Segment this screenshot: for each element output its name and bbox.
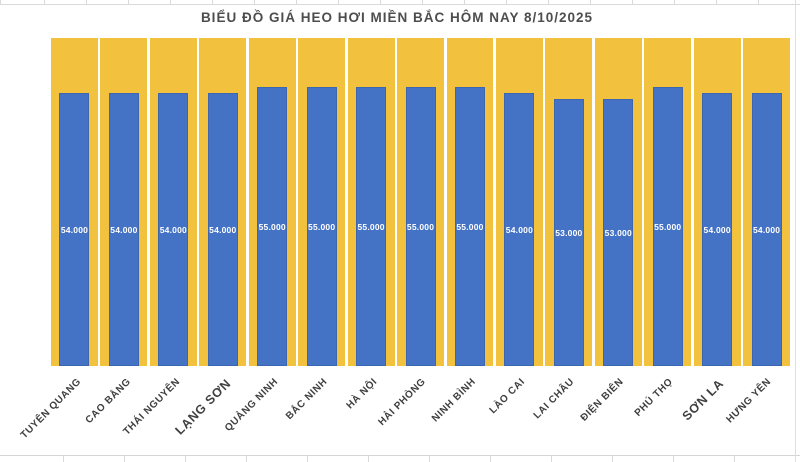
background-column: 54.000 — [693, 38, 741, 366]
value-label: 55.000 — [456, 221, 484, 232]
category-label: LÀO CAI — [487, 376, 528, 417]
value-bar: 55.000 — [652, 87, 683, 366]
category-label: LAI CHÂU — [531, 376, 577, 422]
value-label: 54.000 — [703, 224, 731, 235]
value-label: 54.000 — [60, 224, 89, 235]
value-bar: 55.000 — [454, 87, 485, 366]
value-bar: 54.000 — [751, 93, 782, 366]
value-label: 55.000 — [258, 221, 286, 232]
chart-canvas: BIỂU ĐỒ GIÁ HEO HƠI MIỀN BẮC HÔM NAY 8/1… — [0, 5, 794, 455]
category-label: SƠN LA — [679, 376, 727, 424]
value-label: 54.000 — [209, 224, 237, 235]
background-column: 55.000 — [347, 38, 395, 366]
value-bar: 54.000 — [59, 93, 90, 366]
background-column: 55.000 — [397, 38, 444, 366]
background-column: 54.000 — [743, 38, 791, 366]
value-label: 55.000 — [357, 221, 385, 232]
value-bar: 54.000 — [702, 93, 733, 366]
spreadsheet-gridlines-top — [0, 0, 800, 5]
value-bar: 55.000 — [306, 87, 337, 366]
category-label: CAO BẰNG — [83, 376, 133, 426]
value-bar: 54.000 — [158, 93, 189, 366]
category-label: TUYÊN QUANG — [18, 376, 84, 441]
value-label: 54.000 — [505, 224, 533, 235]
background-column: 54.000 — [495, 38, 543, 366]
category-label: PHÚ THỌ — [632, 376, 675, 419]
value-bar: 55.000 — [356, 87, 387, 366]
value-label: 54.000 — [752, 224, 781, 235]
value-bar: 54.000 — [207, 93, 238, 366]
value-label: 55.000 — [654, 221, 682, 232]
background-column: 54.000 — [100, 38, 148, 366]
value-bar: 53.000 — [603, 99, 634, 366]
category-label: ĐIỆN BIÊN — [578, 376, 626, 424]
background-column: 53.000 — [594, 38, 642, 366]
category-label: HÀ NỘI — [344, 376, 380, 412]
category-label: BẮC NINH — [284, 376, 331, 423]
value-label: 55.000 — [406, 221, 435, 232]
spreadsheet-gridlines-bottom — [0, 455, 800, 462]
value-bar: 54.000 — [108, 93, 139, 366]
value-bar: 55.000 — [257, 87, 288, 366]
background-column: 53.000 — [545, 38, 593, 366]
value-bar: 53.000 — [553, 99, 584, 366]
value-label: 55.000 — [308, 221, 336, 232]
background-column: 54.000 — [199, 38, 247, 366]
background-column: 54.000 — [149, 38, 197, 366]
background-column: 54.000 — [51, 38, 98, 366]
value-label: 54.000 — [159, 224, 187, 235]
background-column: 55.000 — [298, 38, 346, 366]
background-column: 55.000 — [644, 38, 692, 366]
category-label: NINH BÌNH — [429, 376, 478, 425]
chart-title: BIỂU ĐỒ GIÁ HEO HƠI MIỀN BẮC HÔM NAY 8/1… — [200, 10, 594, 25]
category-label: HƯNG YÊN — [724, 376, 774, 426]
spreadsheet-column-divider — [795, 0, 796, 462]
value-bar: 55.000 — [405, 87, 436, 366]
value-label: 53.000 — [604, 227, 632, 238]
value-label: 54.000 — [110, 224, 138, 235]
value-bar: 54.000 — [504, 93, 535, 366]
value-label: 53.000 — [555, 227, 583, 238]
plot-area: 54.000 54.000 54.000 54.000 55.000 55.000 55.0… — [51, 38, 791, 366]
category-label: HẢI PHÒNG — [376, 376, 429, 428]
background-column: 55.000 — [248, 38, 296, 366]
background-column: 55.000 — [446, 38, 494, 366]
